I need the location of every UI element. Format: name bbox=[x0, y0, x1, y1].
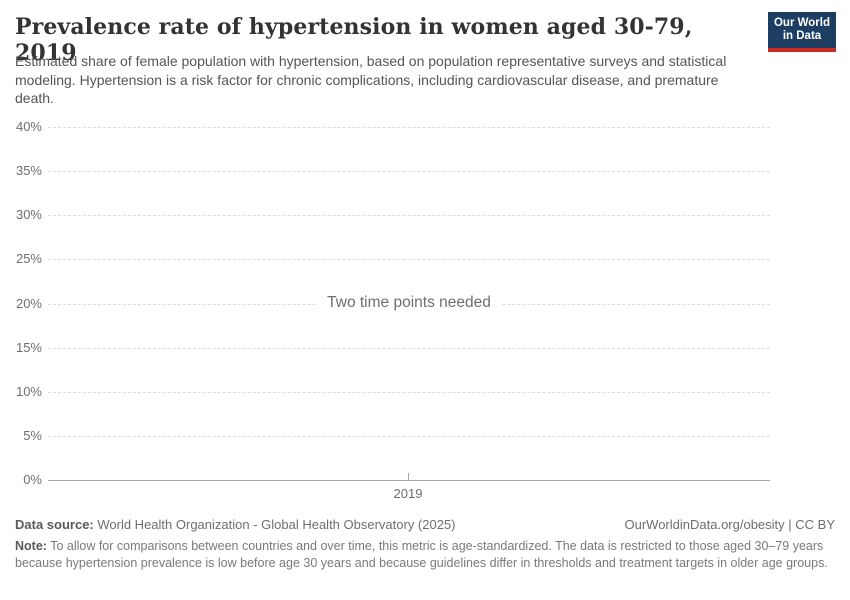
gridline bbox=[48, 171, 770, 173]
note-label: Note: bbox=[15, 539, 47, 553]
y-axis-tick-label: 0% bbox=[23, 472, 42, 487]
page-title: Prevalence rate of hypertension in women… bbox=[15, 14, 693, 66]
chart-subtitle: Estimated share of female population wit… bbox=[15, 53, 727, 106]
data-source-line: Data source: World Health Organization -… bbox=[15, 517, 456, 532]
gridline bbox=[48, 391, 770, 393]
y-axis-tick-label: 20% bbox=[15, 295, 42, 311]
y-axis-tick-label: 40% bbox=[15, 119, 42, 134]
y-axis-tick-label: 10% bbox=[15, 383, 42, 399]
owid-logo[interactable]: Our World in Data bbox=[768, 12, 836, 52]
y-axis-tick-label: 35% bbox=[15, 163, 42, 179]
data-source-value: World Health Organization - Global Healt… bbox=[93, 517, 456, 532]
note-value: To allow for comparisons between countri… bbox=[15, 539, 828, 570]
gridline bbox=[48, 347, 770, 349]
y-axis-tick-label: 5% bbox=[23, 427, 42, 443]
x-axis-tick-mark bbox=[408, 473, 409, 480]
chart-empty-message-text: Two time points needed bbox=[317, 294, 501, 312]
owid-logo-line1: Our World bbox=[773, 17, 830, 29]
gridline bbox=[48, 259, 770, 261]
gridline bbox=[48, 435, 770, 437]
chart-empty-message: Two time points needed bbox=[48, 294, 770, 312]
gridline bbox=[48, 127, 770, 128]
y-axis-tick-label: 30% bbox=[15, 207, 42, 223]
owid-logo-line2: in Data bbox=[782, 30, 822, 42]
rights-link[interactable]: OurWorldinData.org/obesity | CC BY bbox=[624, 517, 836, 532]
y-axis-tick-label: 25% bbox=[15, 251, 42, 267]
data-source-label: Data source: bbox=[15, 517, 94, 532]
x-axis-tick-label: 2019 bbox=[393, 486, 423, 501]
x-axis-line bbox=[48, 480, 770, 481]
y-axis-tick-label: 15% bbox=[15, 339, 42, 355]
note-line: Note: To allow for comparisons between c… bbox=[15, 538, 829, 572]
gridline bbox=[48, 215, 770, 217]
